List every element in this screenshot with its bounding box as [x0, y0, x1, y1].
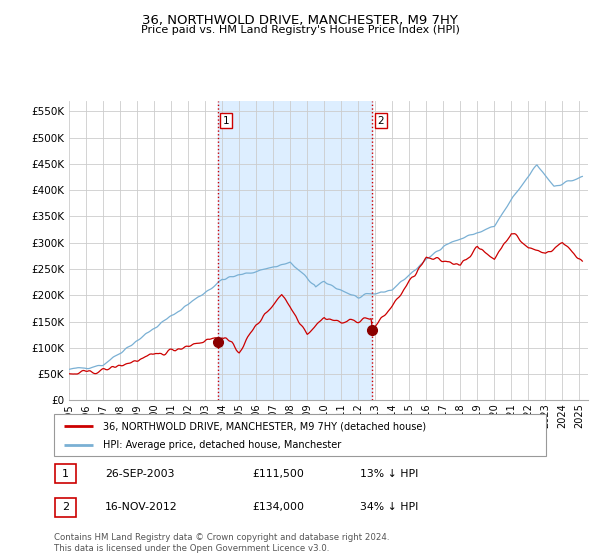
Text: HPI: Average price, detached house, Manchester: HPI: Average price, detached house, Manc…	[103, 441, 341, 450]
Text: Price paid vs. HM Land Registry's House Price Index (HPI): Price paid vs. HM Land Registry's House …	[140, 25, 460, 35]
Text: £134,000: £134,000	[252, 502, 304, 512]
FancyBboxPatch shape	[55, 464, 76, 483]
FancyBboxPatch shape	[54, 414, 546, 456]
Text: 2: 2	[62, 502, 69, 512]
Text: 36, NORTHWOLD DRIVE, MANCHESTER, M9 7HY (detached house): 36, NORTHWOLD DRIVE, MANCHESTER, M9 7HY …	[103, 421, 427, 431]
Bar	[218, 101, 373, 400]
Text: 26-SEP-2003: 26-SEP-2003	[105, 469, 175, 479]
Text: 1: 1	[62, 469, 69, 479]
Text: Contains HM Land Registry data © Crown copyright and database right 2024.
This d: Contains HM Land Registry data © Crown c…	[54, 533, 389, 553]
Text: 34% ↓ HPI: 34% ↓ HPI	[360, 502, 418, 512]
Text: £111,500: £111,500	[252, 469, 304, 479]
Text: 36, NORTHWOLD DRIVE, MANCHESTER, M9 7HY: 36, NORTHWOLD DRIVE, MANCHESTER, M9 7HY	[142, 14, 458, 27]
Text: 1: 1	[223, 116, 230, 126]
Text: 13% ↓ HPI: 13% ↓ HPI	[360, 469, 418, 479]
Text: 2: 2	[377, 116, 384, 126]
Text: 16-NOV-2012: 16-NOV-2012	[105, 502, 178, 512]
FancyBboxPatch shape	[55, 498, 76, 517]
